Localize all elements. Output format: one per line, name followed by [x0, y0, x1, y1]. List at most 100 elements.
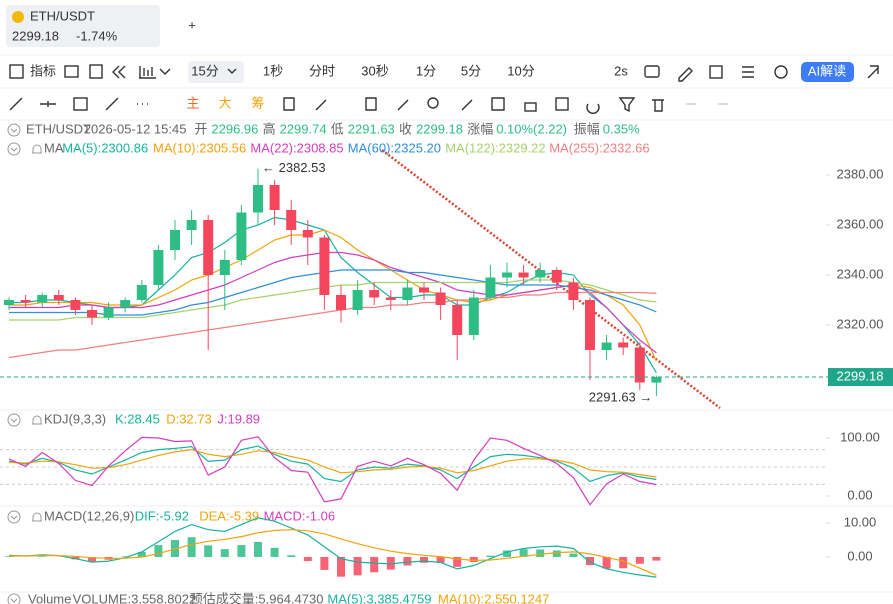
high-label: ← 2382.53 [262, 160, 326, 175]
collapse-icon[interactable] [10, 418, 18, 423]
collapse-icon[interactable] [7, 142, 21, 156]
indicator-icon[interactable] [9, 64, 24, 79]
candle-body [352, 290, 363, 310]
macd-bar [370, 556, 379, 573]
collapse-icon[interactable] [7, 593, 21, 604]
icon[interactable] [112, 65, 126, 79]
interval[interactable]: 5分 [461, 63, 481, 78]
info-text: 预估成交量:5,964.4730 [190, 591, 324, 604]
macd-bar [420, 556, 428, 563]
macd-bar [486, 555, 495, 557]
info-text: MA(10):2,550.1247 [438, 591, 549, 604]
collapse-icon[interactable] [10, 147, 18, 152]
macd-bar [503, 550, 511, 557]
candle-body [551, 270, 562, 283]
candle-body [319, 237, 330, 295]
candle-body [568, 282, 579, 300]
info-text: 高 [263, 121, 276, 136]
macd-bar [204, 545, 213, 557]
y-tick-label: 2360.00 [837, 216, 884, 231]
info-text: VOLUME:3,558.8022 [73, 591, 197, 604]
interval[interactable]: 15分 [191, 63, 218, 78]
candle-body [186, 220, 197, 230]
indicator-line [8, 436, 657, 506]
candle-body [618, 342, 629, 348]
icon[interactable] [64, 65, 79, 78]
pen-icon[interactable] [678, 67, 693, 82]
symbol-tab[interactable] [6, 5, 160, 47]
add-tab[interactable]: + [188, 17, 196, 32]
interval[interactable]: 10分 [507, 63, 534, 78]
icon[interactable] [159, 68, 171, 75]
info-text: MACD(12,26,9) [44, 508, 134, 523]
indicator-line [9, 269, 657, 316]
candle-body [37, 295, 48, 303]
candle-body [253, 185, 263, 213]
ai-label[interactable]: AI解读 [808, 63, 846, 78]
collapse-icon[interactable] [7, 413, 21, 427]
candle-body [153, 250, 164, 285]
candle-body [20, 300, 31, 303]
macd-bar [586, 556, 594, 566]
refresh[interactable]: 2s [614, 63, 628, 78]
collapse-icon[interactable] [7, 123, 21, 137]
collapse-icon[interactable] [10, 598, 18, 603]
icon[interactable] [89, 64, 103, 79]
interval[interactable]: 30秒 [361, 63, 388, 78]
indicator-line [8, 517, 657, 578]
candle-body [485, 277, 496, 298]
chart-type-icon[interactable] [139, 66, 156, 79]
info-text: 2291.63 [348, 121, 395, 136]
last-price-label: 2299.18 [837, 368, 884, 383]
indicator[interactable]: 指标 [30, 63, 56, 78]
candle-body [402, 287, 413, 300]
candle-body [419, 287, 429, 293]
candle-body [585, 300, 595, 350]
alert-icon[interactable] [32, 512, 42, 522]
info-text: DEA:-5.39 [199, 508, 259, 523]
settings-icon[interactable] [774, 65, 788, 79]
menu-icon[interactable] [742, 66, 754, 78]
draw-mode[interactable]: 筹 [251, 95, 264, 110]
symbol: ETH/USDT [30, 8, 95, 23]
interval-selected[interactable] [188, 61, 244, 83]
alert-icon[interactable] [32, 415, 42, 425]
y-tick-label: 2320.00 [837, 316, 884, 331]
interval[interactable]: 1分 [416, 63, 436, 78]
candle-body [535, 270, 546, 278]
collapse-icon[interactable] [7, 510, 21, 524]
icon[interactable] [709, 65, 723, 79]
macd-bar [403, 556, 412, 566]
draw-mode[interactable]: 主 [186, 95, 199, 110]
low-label: 2291.63 → [589, 389, 653, 404]
macd-bar [88, 556, 96, 562]
collapse-icon[interactable] [10, 515, 18, 520]
macd-bar [137, 551, 146, 557]
info-text: 低 [331, 121, 344, 136]
icon[interactable] [867, 65, 879, 79]
candle-body [336, 295, 346, 310]
candle-body [369, 290, 380, 298]
y-tick-label: 2340.00 [837, 266, 884, 281]
candle-body [518, 272, 529, 278]
indicator-line [9, 529, 657, 576]
candle-body [170, 230, 180, 250]
candle-body [236, 212, 247, 260]
candle-body [87, 310, 97, 318]
ai-button[interactable] [801, 62, 854, 82]
draw-mode[interactable]: 大 [218, 95, 231, 110]
info-text: DIF:-5.92 [135, 508, 189, 523]
macd-bar [569, 553, 578, 557]
interval[interactable]: 1秒 [263, 63, 283, 78]
collapse-icon[interactable] [10, 128, 18, 133]
macd-bar [287, 555, 296, 557]
alert-icon[interactable] [32, 144, 42, 154]
info-text: ETH/USDT [26, 121, 91, 136]
y-tick-label: 2380.00 [837, 166, 884, 181]
interval[interactable]: 分时 [309, 63, 335, 78]
candle-body [468, 297, 479, 335]
macd-bar [220, 549, 229, 557]
camera-icon[interactable] [644, 65, 660, 78]
candle-body [120, 300, 131, 308]
